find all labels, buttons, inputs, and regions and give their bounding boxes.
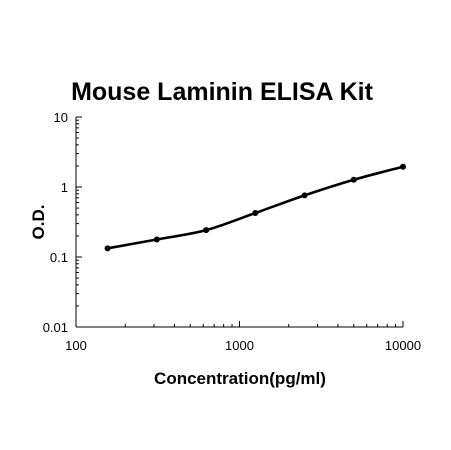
data-point: [350, 176, 357, 183]
y-tick-label: 10: [54, 110, 68, 125]
y-axis-label: O.D.: [29, 205, 48, 240]
data-point: [301, 192, 308, 199]
data-point: [252, 210, 259, 217]
axes: 0.01 0.1 1 10 100 1000 10000: [43, 110, 421, 353]
x-tick-label: 100: [65, 338, 87, 353]
data-points: [104, 163, 406, 252]
x-axis-label: Concentration(pg/ml): [154, 369, 326, 388]
fit-curve: [106, 165, 405, 250]
data-point: [104, 245, 111, 252]
data-point: [153, 236, 160, 243]
x-tick-label: 10000: [385, 338, 421, 353]
y-tick-label: 0.01: [43, 320, 68, 335]
chart-title: Mouse Laminin ELISA Kit: [71, 78, 374, 106]
y-tick-label: 0.1: [50, 250, 68, 265]
y-tick-label: 1: [61, 180, 68, 195]
x-tick-label: 1000: [225, 338, 254, 353]
data-point: [400, 163, 406, 170]
fit-curve-layer: [106, 165, 405, 250]
data-point: [203, 227, 210, 234]
